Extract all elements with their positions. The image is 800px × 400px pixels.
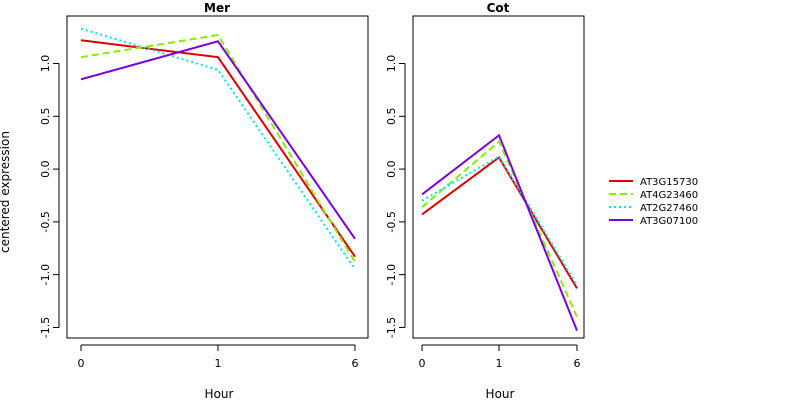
y-tick-label: 1.0 xyxy=(39,55,52,72)
x-axis-label: Hour xyxy=(205,387,234,400)
series-line xyxy=(80,40,356,240)
x-tick-label: 0 xyxy=(78,357,85,370)
panel-title: Cot xyxy=(487,1,510,15)
series-line xyxy=(80,27,356,270)
y-tick-label: 1.0 xyxy=(385,55,398,72)
series-line xyxy=(421,133,578,331)
legend-label: AT3G15730 xyxy=(640,177,698,188)
plot-frame xyxy=(66,15,369,339)
x-axis: 0 1 6 xyxy=(78,344,359,370)
x-tick-label: 1 xyxy=(215,357,222,370)
legend-label: AT2G27460 xyxy=(640,203,698,214)
y-tick-label: 0.0 xyxy=(385,160,398,178)
y-axis: 1.0 0.5 0.0 -0.5 -1.0 -1.5 xyxy=(39,55,60,338)
legend-label: AT3G07100 xyxy=(640,216,698,227)
series-lines xyxy=(421,133,578,331)
legend-label: AT4G23460 xyxy=(640,190,698,201)
y-axis-label: centered expression xyxy=(0,131,12,253)
panel-title: Mer xyxy=(204,1,230,15)
x-tick-label: 1 xyxy=(496,357,503,370)
panel-mer: Mer Hour 1.0 0.5 0.0 -0.5 -1.0 -1.5 0 1 6 xyxy=(39,1,369,400)
x-axis: 0 1 6 xyxy=(419,344,581,370)
panel-cot: Cot Hour 1.0 0.5 0.0 -0.5 -1.0 -1.5 0 1 6 xyxy=(385,1,585,400)
y-axis: 1.0 0.5 0.0 -0.5 -1.0 -1.5 xyxy=(385,55,406,338)
y-tick-label: 0.0 xyxy=(39,160,52,178)
series-line xyxy=(421,156,578,289)
y-tick-label: -0.5 xyxy=(385,211,398,232)
y-tick-label: -1.0 xyxy=(39,264,52,285)
x-tick-label: 6 xyxy=(574,357,581,370)
y-tick-label: 0.5 xyxy=(385,108,398,126)
y-tick-label: 0.5 xyxy=(39,108,52,126)
legend: AT3G15730 AT4G23460 AT2G27460 AT3G07100 xyxy=(609,177,698,227)
series-line xyxy=(80,33,356,263)
x-axis-label: Hour xyxy=(486,387,515,400)
y-tick-label: -1.5 xyxy=(39,317,52,338)
y-tick-label: -0.5 xyxy=(39,211,52,232)
y-tick-label: -1.0 xyxy=(385,264,398,285)
plot-frame xyxy=(412,15,585,339)
series-line xyxy=(80,39,356,258)
series-lines xyxy=(80,27,356,270)
x-tick-label: 0 xyxy=(419,357,426,370)
series-line xyxy=(421,140,578,318)
y-tick-label: -1.5 xyxy=(385,317,398,338)
x-tick-label: 6 xyxy=(352,357,359,370)
